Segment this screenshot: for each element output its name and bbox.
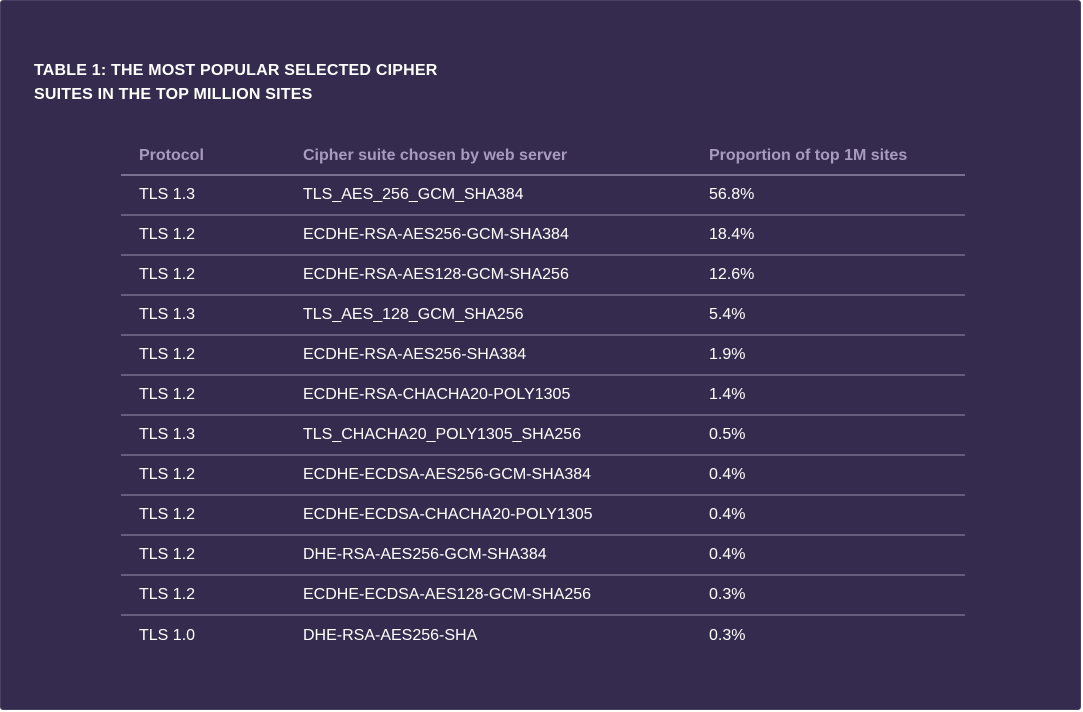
header-cipher-suite: Cipher suite chosen by web server	[285, 137, 691, 176]
proportion-cell: 0.4%	[691, 455, 965, 496]
table-title: TABLE 1: THE MOST POPULAR SELECTED CIPHE…	[34, 59, 437, 107]
cipher-suite-cell: ECDHE-ECDSA-AES256-GCM-SHA384	[285, 455, 691, 496]
protocol-cell: TLS 1.2	[121, 495, 285, 536]
table-row: TLS 1.3 TLS_AES_256_GCM_SHA384 56.8%	[121, 175, 965, 216]
table-row: TLS 1.3 TLS_AES_128_GCM_SHA256 5.4%	[121, 295, 965, 336]
table-row: TLS 1.3 TLS_CHACHA20_POLY1305_SHA256 0.5…	[121, 415, 965, 456]
protocol-cell: TLS 1.2	[121, 575, 285, 616]
proportion-cell: 0.3%	[709, 626, 746, 644]
table-row: TLS 1.0 DHE-RSA-AES256-SHA 0.3%	[121, 615, 965, 655]
proportion-cell: 0.3%	[691, 575, 965, 616]
proportion-cell: 1.9%	[691, 335, 965, 376]
proportion-cell: 12.6%	[691, 255, 965, 296]
cipher-suite-cell: DHE-RSA-AES256-GCM-SHA384	[285, 535, 691, 576]
table-row: TLS 1.2 ECDHE-RSA-AES256-GCM-SHA384 18.4…	[121, 215, 965, 256]
protocol-cell: TLS 1.2	[121, 215, 285, 256]
table-header: Protocol Cipher suite chosen by web serv…	[121, 137, 965, 176]
protocol-cell: TLS 1.3	[121, 175, 285, 216]
cipher-suite-cell: ECDHE-RSA-AES128-GCM-SHA256	[285, 255, 691, 296]
proportion-cell: 18.4%	[691, 215, 965, 256]
protocol-cell: TLS 1.2	[121, 455, 285, 496]
table-body: TLS 1.3 TLS_AES_256_GCM_SHA384 56.8% TLS…	[121, 175, 965, 655]
table-row: TLS 1.2 ECDHE-ECDSA-AES256-GCM-SHA384 0.…	[121, 455, 965, 496]
table-row: TLS 1.2 ECDHE-RSA-CHACHA20-POLY1305 1.4%	[121, 375, 965, 416]
table-title-line-1: TABLE 1: THE MOST POPULAR SELECTED CIPHE…	[34, 62, 438, 79]
table-row: TLS 1.2 ECDHE-ECDSA-CHACHA20-POLY1305 0.…	[121, 495, 965, 536]
cipher-suite-cell: ECDHE-RSA-AES256-GCM-SHA384	[285, 215, 691, 256]
cipher-suite-cell: TLS_AES_256_GCM_SHA384	[285, 175, 691, 216]
protocol-cell: TLS 1.2	[121, 335, 285, 376]
table-row: TLS 1.2 DHE-RSA-AES256-GCM-SHA384 0.4%	[121, 535, 965, 576]
header-proportion: Proportion of top 1M sites	[691, 137, 965, 176]
cipher-suite-cell: ECDHE-RSA-CHACHA20-POLY1305	[285, 375, 691, 416]
table-row: TLS 1.2 ECDHE-RSA-AES256-SHA384 1.9%	[121, 335, 965, 376]
cipher-suite-cell: DHE-RSA-AES256-SHA	[303, 626, 478, 644]
protocol-cell: TLS 1.2	[121, 535, 285, 576]
header-row: Protocol Cipher suite chosen by web serv…	[121, 137, 965, 176]
cipher-suite-cell: ECDHE-ECDSA-CHACHA20-POLY1305	[285, 495, 691, 536]
proportion-cell: 1.4%	[691, 375, 965, 416]
table-row: TLS 1.2 ECDHE-RSA-AES128-GCM-SHA256 12.6…	[121, 255, 965, 296]
table-title-line-2: SUITES IN THE TOP MILLION SITES	[34, 86, 313, 103]
proportion-cell: 56.8%	[691, 175, 965, 216]
cipher-suite-table-container: Protocol Cipher suite chosen by web serv…	[121, 137, 965, 655]
proportion-cell: 0.4%	[691, 535, 965, 576]
proportion-cell: 0.5%	[691, 415, 965, 456]
proportion-cell: 5.4%	[691, 295, 965, 336]
protocol-cell: TLS 1.3	[121, 415, 285, 456]
header-protocol: Protocol	[121, 137, 285, 176]
cipher-suite-cell: TLS_AES_128_GCM_SHA256	[285, 295, 691, 336]
proportion-cell: 0.4%	[691, 495, 965, 536]
cipher-suite-cell: TLS_CHACHA20_POLY1305_SHA256	[285, 415, 691, 456]
cipher-suite-table: Protocol Cipher suite chosen by web serv…	[121, 137, 965, 655]
protocol-cell: TLS 1.2	[121, 255, 285, 296]
cipher-suite-cell: ECDHE-RSA-AES256-SHA384	[285, 335, 691, 376]
protocol-cell: TLS 1.2	[121, 375, 285, 416]
cipher-suite-cell: ECDHE-ECDSA-AES128-GCM-SHA256	[285, 575, 691, 616]
protocol-cell: TLS 1.3	[121, 295, 285, 336]
protocol-cell: TLS 1.0	[139, 626, 196, 644]
table-row: TLS 1.2 ECDHE-ECDSA-AES128-GCM-SHA256 0.…	[121, 575, 965, 616]
